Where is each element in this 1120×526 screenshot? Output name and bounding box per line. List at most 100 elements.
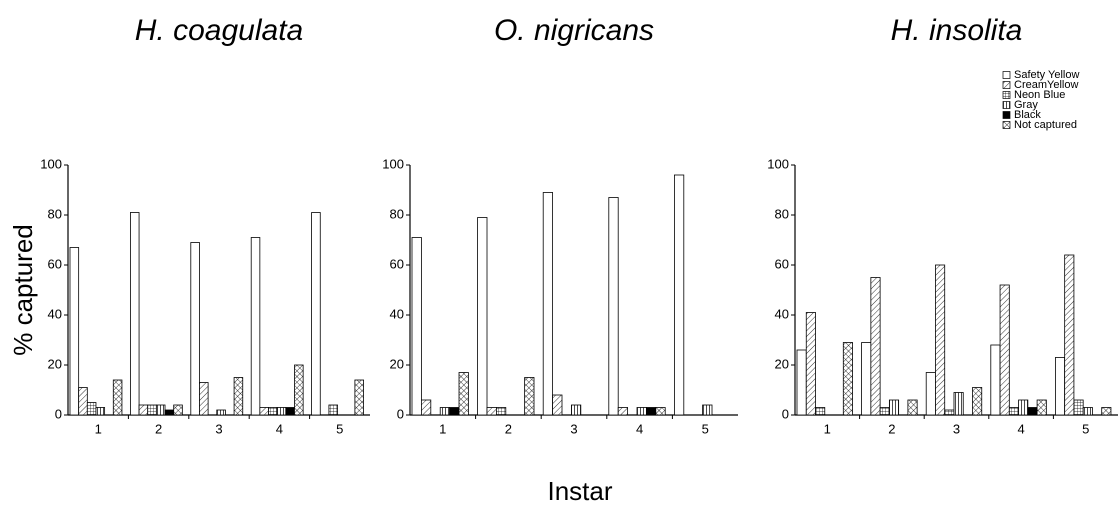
- x-tick-label: 3: [953, 421, 960, 436]
- bar: [276, 407, 287, 416]
- x-tick-label: 4: [276, 421, 283, 436]
- y-tick-label: 0: [782, 406, 789, 421]
- bar: [674, 174, 685, 416]
- bar: [815, 407, 826, 416]
- bar: [216, 409, 226, 416]
- chart-title: H. coagulata: [135, 14, 303, 47]
- bar: [907, 399, 918, 416]
- bar: [1036, 399, 1047, 416]
- y-tick-label: 80: [775, 206, 789, 221]
- y-tick-label: 100: [40, 156, 62, 171]
- x-tick-label: 4: [636, 421, 643, 436]
- bar: [990, 344, 1001, 416]
- bar: [129, 212, 140, 416]
- bar: [935, 264, 946, 416]
- bar: [1055, 357, 1066, 416]
- y-tick-label: 40: [390, 306, 404, 321]
- legend-swatch: [1002, 91, 1011, 99]
- bar: [486, 407, 497, 416]
- x-tick-label: 3: [570, 421, 577, 436]
- x-tick-label: 4: [1017, 421, 1024, 436]
- bar: [552, 394, 563, 416]
- y-tick-label: 0: [55, 406, 62, 421]
- bar: [328, 404, 338, 416]
- bar: [1018, 399, 1029, 416]
- bar: [138, 404, 149, 416]
- bar: [571, 404, 582, 416]
- bar: [870, 277, 881, 416]
- x-tick-label: 2: [155, 421, 162, 436]
- bar: [449, 407, 460, 416]
- y-tick-label: 100: [767, 156, 789, 171]
- bar: [199, 382, 209, 416]
- legend-swatch: [1002, 111, 1011, 119]
- bar: [411, 237, 422, 416]
- bar: [842, 342, 853, 416]
- bar: [636, 407, 647, 416]
- y-tick-label: 60: [48, 256, 62, 271]
- legend-label: CreamYellow: [1014, 79, 1078, 91]
- bar: [1027, 407, 1038, 416]
- x-tick-label: 1: [824, 421, 831, 436]
- bar: [173, 404, 183, 416]
- legend-label: Safety Yellow: [1014, 69, 1079, 81]
- bar: [524, 377, 535, 416]
- y-tick-label: 40: [48, 306, 62, 321]
- bar: [1101, 407, 1112, 416]
- bar: [354, 379, 364, 416]
- bar: [285, 407, 295, 416]
- bar: [879, 407, 890, 416]
- bar: [259, 407, 269, 416]
- legend-swatch: [1002, 81, 1011, 89]
- bar: [888, 399, 900, 416]
- y-tick-label: 0: [397, 406, 404, 421]
- x-tick-label: 5: [1082, 421, 1089, 436]
- bar: [78, 387, 88, 416]
- y-tick-label: 80: [390, 206, 404, 221]
- legend-label: Gray: [1014, 99, 1038, 111]
- bar: [268, 407, 278, 416]
- x-axis-label: Instar: [547, 476, 612, 506]
- legend-swatch: [1002, 71, 1011, 79]
- bar: [112, 379, 123, 416]
- bar: [702, 404, 713, 416]
- bar: [972, 387, 983, 416]
- bar: [250, 237, 261, 416]
- legend-label: Neon Blue: [1014, 89, 1065, 101]
- bar: [496, 407, 507, 416]
- bar: [1073, 399, 1084, 416]
- y-tick-label: 100: [382, 156, 404, 171]
- y-tick-label: 40: [775, 306, 789, 321]
- y-tick-label: 20: [48, 356, 62, 371]
- bar: [294, 364, 304, 416]
- bar: [617, 407, 629, 416]
- x-tick-label: 2: [505, 421, 512, 436]
- y-tick-label: 20: [390, 356, 404, 371]
- legend-swatch: [1002, 101, 1011, 109]
- bar: [925, 372, 936, 416]
- bar: [542, 192, 554, 416]
- bar: [1082, 407, 1093, 416]
- x-tick-label: 5: [336, 421, 343, 436]
- bar: [458, 372, 469, 416]
- legend-swatch: [1002, 121, 1011, 129]
- bar: [86, 402, 97, 416]
- bar: [805, 312, 816, 416]
- x-tick-label: 1: [439, 421, 446, 436]
- chart-title: H. insolita: [891, 14, 1023, 47]
- bar: [311, 212, 321, 416]
- bar: [646, 407, 657, 416]
- bar: [147, 404, 157, 416]
- bar: [861, 342, 872, 416]
- bar: [164, 409, 175, 416]
- bar: [999, 284, 1010, 416]
- bar: [608, 197, 619, 416]
- y-tick-label: 80: [48, 206, 62, 221]
- bar: [69, 247, 80, 416]
- bar: [95, 407, 106, 416]
- y-tick-label: 60: [775, 256, 789, 271]
- x-tick-label: 2: [888, 421, 895, 436]
- bar: [439, 407, 451, 416]
- bar: [1064, 254, 1075, 416]
